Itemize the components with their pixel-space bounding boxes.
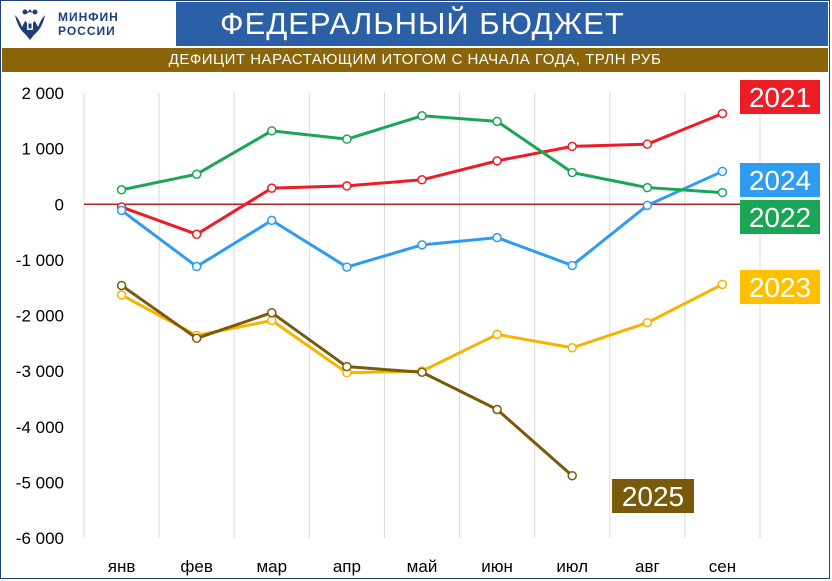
data-point-2023	[642, 317, 653, 328]
data-point-2021	[417, 175, 427, 185]
series-label-box-2022	[740, 200, 820, 234]
data-point-2022	[492, 116, 502, 127]
series-label-box-2021	[740, 80, 820, 114]
data-point-2025	[116, 280, 127, 291]
data-point-2023	[567, 343, 577, 353]
series-label-2022: 2022	[749, 202, 811, 233]
data-point-2023	[717, 279, 728, 290]
data-point-2025	[267, 307, 277, 318]
data-point-2022	[342, 134, 352, 144]
data-point-2025	[417, 367, 427, 377]
data-point-2025	[492, 404, 502, 415]
data-point-2022	[567, 167, 577, 178]
data-point-2025	[342, 361, 352, 372]
chart-subtitle: ДЕФИЦИТ НАРАСТАЮЩИМ ИТОГОМ С НАЧАЛА ГОДА…	[2, 48, 828, 72]
series-line-2025	[120, 284, 574, 477]
x-tick-label: авг	[635, 557, 660, 576]
y-tick-label: -6 000	[16, 529, 64, 548]
x-tick-label: июн	[481, 557, 513, 576]
logo-line-1: МИНФИН	[58, 10, 119, 24]
data-point-2021	[642, 139, 653, 149]
data-point-2024	[642, 200, 653, 211]
series-label-2024: 2024	[749, 165, 811, 196]
data-point-2024	[116, 205, 127, 216]
data-point-2022	[267, 126, 277, 136]
x-tick-label: апр	[333, 557, 361, 576]
y-tick-label: 2 000	[21, 84, 64, 103]
y-tick-label: 0	[55, 195, 64, 214]
x-tick-label: мар	[256, 557, 287, 576]
data-point-2022	[191, 169, 202, 179]
x-tick-label: янв	[108, 557, 136, 576]
series-label-box-2024	[740, 163, 820, 197]
y-tick-label: 1 000	[21, 140, 64, 159]
data-point-2025	[191, 333, 202, 344]
minfin-logo: МИНФИН РОССИИ	[2, 2, 174, 46]
data-point-2021	[342, 181, 352, 191]
series-label-box-2025	[612, 479, 694, 513]
data-point-2025	[567, 470, 577, 481]
data-point-2021	[191, 229, 202, 240]
x-tick-label: май	[407, 557, 438, 576]
data-point-2022	[417, 111, 427, 121]
y-tick-label: -3 000	[16, 362, 64, 381]
data-point-2023	[116, 290, 127, 300]
data-point-2024	[342, 262, 352, 272]
y-tick-label: -1 000	[16, 251, 64, 270]
x-tick-label: сен	[709, 557, 736, 576]
y-tick-label: -2 000	[16, 307, 64, 326]
series-label-2023: 2023	[749, 272, 811, 303]
data-point-2024	[492, 232, 502, 243]
double-eagle-emblem-icon	[15, 9, 45, 40]
data-point-2021	[267, 183, 277, 193]
data-point-2021	[717, 108, 728, 119]
data-point-2023	[492, 329, 502, 340]
data-point-2023	[267, 315, 277, 326]
logo-line-2: РОССИИ	[58, 24, 116, 38]
x-tick-label: фев	[180, 557, 212, 576]
data-point-2024	[717, 166, 728, 177]
x-tick-label: июл	[556, 557, 588, 576]
series-line-2023	[120, 283, 724, 375]
series-label-box-2023	[740, 270, 820, 304]
y-tick-label: -5 000	[16, 473, 64, 492]
data-point-2024	[567, 260, 577, 271]
data-point-2022	[717, 187, 728, 198]
data-point-2024	[417, 240, 427, 250]
data-point-2021	[492, 156, 502, 166]
data-point-2022	[642, 182, 653, 193]
data-point-2024	[191, 261, 202, 272]
series-label-2021: 2021	[749, 82, 811, 113]
data-point-2021	[567, 141, 577, 152]
y-tick-label: -4 000	[16, 418, 64, 437]
series-label-2025: 2025	[622, 481, 684, 512]
data-point-2024	[267, 215, 277, 226]
page-title: ФЕДЕРАЛЬНЫЙ БЮДЖЕТ	[176, 2, 828, 46]
data-point-2022	[116, 185, 127, 195]
